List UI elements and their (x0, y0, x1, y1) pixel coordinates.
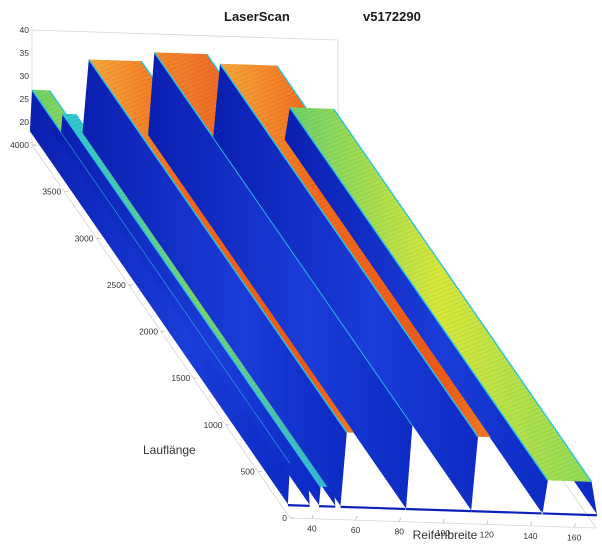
chart-subtitle: v5172290 (363, 9, 421, 24)
rib-front-edge (471, 510, 542, 515)
x-tick-label: 140 (523, 531, 537, 541)
rib-wall-left (82, 59, 347, 506)
tick-labels: 0 500 1000 1500 2000 2500 3000 3500 4000 40 60 80 10… (10, 25, 581, 542)
y-tick-label: 500 (241, 466, 255, 476)
y-tick-label: 2500 (107, 280, 126, 290)
z-tick-label: 30 (20, 71, 30, 81)
z-tick-label: 40 (20, 25, 30, 35)
rib-wall-left (213, 63, 478, 511)
rib-front-edge (542, 512, 597, 517)
rib-edge (153, 52, 413, 426)
rib-edge (219, 63, 479, 438)
y-axis-label: Lauflänge (143, 443, 196, 457)
x-tick-mark (442, 518, 445, 524)
x-tick-mark (530, 521, 533, 526)
z-tick-label: 25 (20, 94, 30, 104)
rib-edge (62, 113, 322, 488)
x-tick-label: 160 (567, 532, 581, 542)
x-tick-label: 100 (436, 528, 450, 538)
chart-title: LaserScan (224, 9, 290, 24)
axis-edge (31, 29, 339, 41)
rib-edge (333, 108, 593, 483)
x-tick-label: 120 (480, 529, 494, 539)
x-axis-label: Reifenbreite (413, 528, 478, 542)
z-tick-label: 35 (20, 48, 30, 58)
x-tick-mark (355, 516, 358, 521)
rib-edge (88, 59, 348, 433)
rib-front-edge (287, 504, 310, 507)
y-tick-label: 1000 (204, 420, 223, 430)
x-tick-label: 40 (307, 524, 317, 534)
y-tick-label: 3000 (75, 233, 94, 243)
rib-edge (289, 107, 549, 481)
x-tick-label: 60 (351, 525, 361, 535)
rib-front-edge (340, 505, 406, 511)
y-tick-label: 2000 (139, 327, 158, 337)
z-tick-label: 20 (20, 117, 30, 127)
rib-wall-left (284, 107, 548, 513)
x-tick-mark (311, 514, 314, 519)
rib-texture (289, 107, 592, 482)
x-tick-mark (486, 520, 489, 525)
surface-rib (284, 107, 597, 517)
x-tick-label: 80 (395, 527, 405, 537)
y-tick-label: 0 (282, 513, 287, 523)
rib-wall-left (148, 52, 413, 509)
rib-front-edge (318, 505, 336, 508)
x-tick-mark (573, 523, 576, 528)
y-tick-label: 1500 (171, 373, 190, 383)
y-tick-label: 4000 (10, 140, 29, 150)
surface-ribs (29, 52, 597, 517)
rib-front-edge (406, 507, 472, 513)
rib-wall-left (61, 113, 321, 506)
x-tick-mark (398, 517, 402, 522)
y-tick-label: 3500 (42, 187, 61, 197)
